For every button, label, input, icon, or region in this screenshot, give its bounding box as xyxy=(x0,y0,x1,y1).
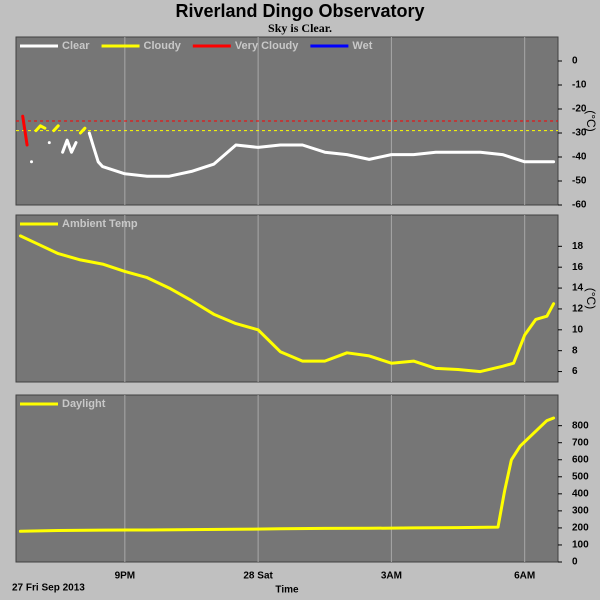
x-axis-label: Time xyxy=(275,585,299,596)
chart-title: Riverland Dingo Observatory xyxy=(175,1,424,21)
y-tick-label: 100 xyxy=(572,540,589,551)
y-tick-label: -50 xyxy=(572,176,587,187)
chart-subtitle: Sky is Clear. xyxy=(268,21,332,35)
y-tick-label: 400 xyxy=(572,488,589,499)
y-axis-label: (°C) xyxy=(584,110,598,131)
x-tick-label: 28 Sat xyxy=(243,571,273,582)
y-tick-label: -40 xyxy=(572,152,587,163)
y-tick-label: 14 xyxy=(572,283,584,294)
y-tick-label: 10 xyxy=(572,324,584,335)
x-tick-label: 6AM xyxy=(514,571,535,582)
y-tick-label: 800 xyxy=(572,420,589,431)
series-line xyxy=(18,234,556,374)
x-tick-label: 3AM xyxy=(381,571,402,582)
plot-area xyxy=(15,394,559,563)
y-tick-label: 0 xyxy=(572,557,578,568)
series-line xyxy=(34,124,87,135)
legend-label: Daylight xyxy=(62,398,106,410)
y-tick-label: 600 xyxy=(572,454,589,465)
y-tick-label: -30 xyxy=(572,128,587,139)
y-tick-label: -10 xyxy=(572,80,587,91)
legend-label: Very Cloudy xyxy=(235,40,299,52)
legend-label: Clear xyxy=(62,40,90,52)
y-tick-label: 12 xyxy=(572,304,584,315)
y-tick-label: 18 xyxy=(572,241,584,252)
series-line xyxy=(30,131,556,178)
y-tick-label: 6 xyxy=(572,366,578,377)
series-line xyxy=(18,416,556,533)
plot-area xyxy=(15,214,559,383)
y-tick-label: -60 xyxy=(572,200,587,211)
y-tick-label: 500 xyxy=(572,471,589,482)
y-tick-label: 200 xyxy=(572,523,589,534)
y-axis-label: (°C) xyxy=(584,288,598,309)
y-tick-label: 300 xyxy=(572,506,589,517)
legend-label: Wet xyxy=(352,40,372,52)
legend-label: Cloudy xyxy=(144,40,182,52)
y-tick-label: -20 xyxy=(572,104,587,115)
y-tick-label: 8 xyxy=(572,345,578,356)
y-tick-label: 700 xyxy=(572,437,589,448)
x-tick-label: 9PM xyxy=(115,571,136,582)
y-tick-label: 0 xyxy=(572,56,578,67)
date-label: 27 Fri Sep 2013 xyxy=(12,583,85,594)
series-line xyxy=(21,114,29,147)
y-tick-label: 16 xyxy=(572,262,584,273)
legend-label: Ambient Temp xyxy=(62,218,138,230)
